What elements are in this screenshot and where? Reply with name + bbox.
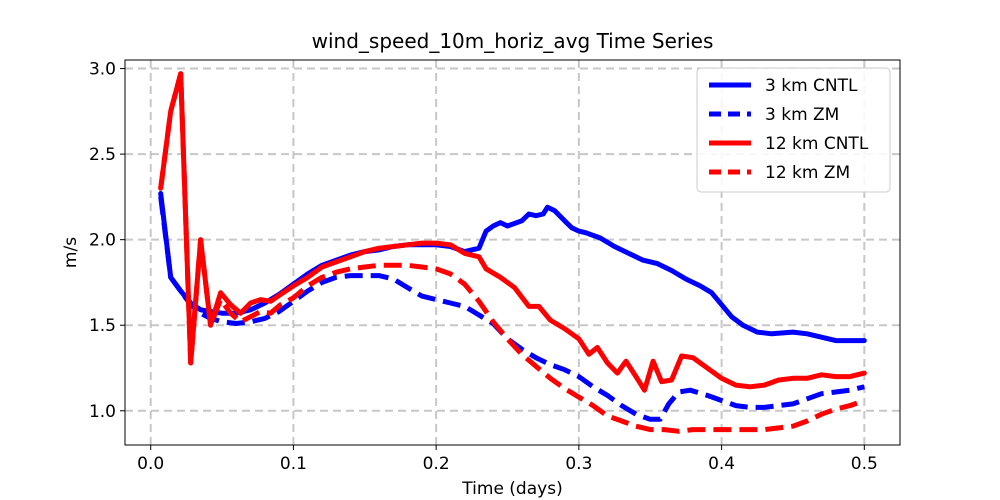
x-axis-label: Time (days) — [461, 479, 562, 499]
y-tick-label: 2.5 — [89, 145, 116, 165]
y-tick-label: 1.5 — [89, 316, 116, 336]
x-tick-label: 0.2 — [423, 454, 450, 474]
series-lines — [158, 71, 867, 434]
ticks: 0.0 0.1 0.2 0.3 0.4 0.5 1.0 1.5 2.0 2.5 3.0 — [89, 60, 878, 474]
legend-box — [696, 67, 891, 193]
plot-frame — [124, 59, 901, 446]
legend: 3 km CNTL 3 km ZM 12 km CNTL 12 km ZM — [696, 67, 891, 193]
legend-label: 12 km CNTL — [765, 134, 869, 154]
legend-label: 12 km ZM — [765, 163, 850, 183]
x-tick-label: 0.4 — [708, 454, 735, 474]
x-tick-label: 0.1 — [280, 454, 307, 474]
x-tick-label: 0.5 — [851, 454, 878, 474]
x-tick-label: 0.0 — [137, 454, 164, 474]
series-line — [158, 196, 865, 422]
series-line — [158, 71, 866, 434]
x-tick-label: 0.3 — [565, 454, 592, 474]
y-tick-label: 2.0 — [89, 231, 116, 251]
legend-label: 3 km ZM — [765, 105, 839, 125]
y-tick-label: 3.0 — [89, 60, 116, 80]
chart-title: wind_speed_10m_horiz_avg Time Series — [312, 29, 714, 53]
series-line — [158, 71, 867, 393]
y-tick-label: 1.0 — [89, 402, 116, 422]
y-axis-label: m/s — [61, 237, 81, 268]
legend-label: 3 km CNTL — [765, 76, 858, 96]
